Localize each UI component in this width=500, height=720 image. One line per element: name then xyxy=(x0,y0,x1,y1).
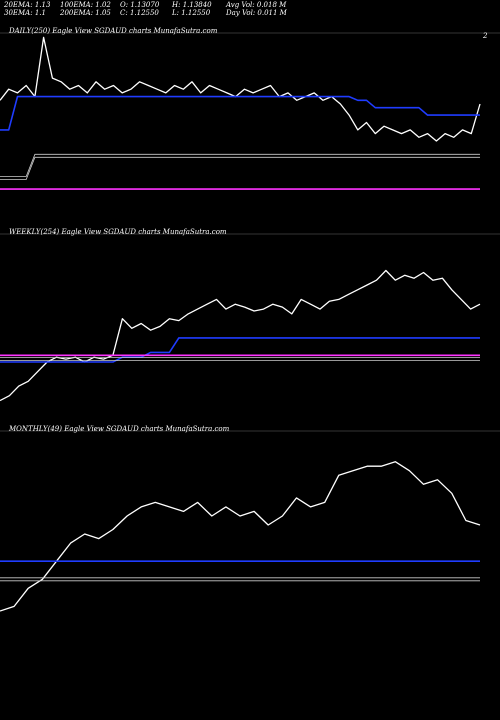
header-open: O: 1.13070 xyxy=(120,1,160,9)
weekly-panel-title: WEEKLY(254) Eagle View SGDAUD charts Mun… xyxy=(9,228,227,236)
header-ema20: 20EMA: 1.13 xyxy=(4,1,51,9)
daily-price-line xyxy=(0,36,481,142)
monthly-panel xyxy=(0,430,500,612)
header-ema200: 200EMA: 1.05 xyxy=(60,9,111,17)
daily-panel xyxy=(0,32,500,190)
header-ema100: 100EMA: 1.02 xyxy=(60,1,111,9)
header-dayvol: Day Vol: 0.011 M xyxy=(226,9,287,17)
monthly-panel-title: MONTHLY(49) Eagle View SGDAUD charts Mun… xyxy=(9,425,230,433)
monthly-price-line xyxy=(0,461,481,612)
daily-right-tick-label: 2 xyxy=(483,32,488,40)
header-avgvol: Avg Vol: 0.018 M xyxy=(226,1,287,9)
weekly-ema-blue-line xyxy=(0,337,480,363)
weekly-panel xyxy=(0,233,500,402)
header-low: L: 1.12550 xyxy=(172,9,211,17)
header-high: H: 1.13840 xyxy=(172,1,212,9)
daily-panel-title: DAILY(250) Eagle View SGDAUD charts Muna… xyxy=(9,27,218,35)
daily-ema-double-line-b xyxy=(0,153,480,177)
header-ema30: 30EMA: 1.1 xyxy=(4,9,46,17)
daily-ema-blue-line xyxy=(0,95,480,131)
header-close: C: 1.12550 xyxy=(120,9,159,17)
weekly-price-line xyxy=(0,269,481,402)
daily-ema-double-line-b xyxy=(0,156,480,180)
